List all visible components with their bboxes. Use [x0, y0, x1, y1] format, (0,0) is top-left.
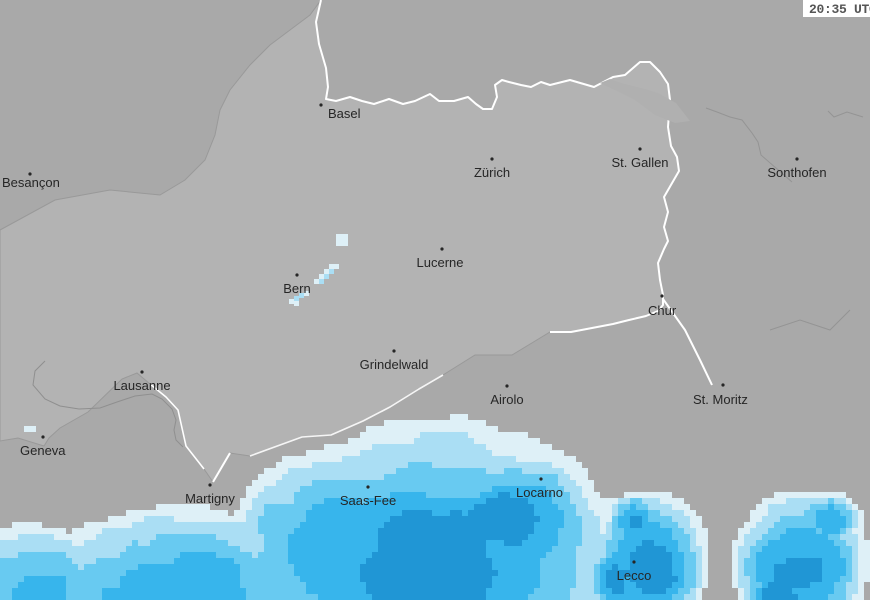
svg-text:Lucerne: Lucerne	[417, 255, 464, 270]
svg-text:Saas-Fee: Saas-Fee	[340, 493, 396, 508]
svg-text:Geneva: Geneva	[20, 443, 66, 458]
svg-text:Airolo: Airolo	[490, 392, 523, 407]
svg-text:Zürich: Zürich	[474, 165, 510, 180]
svg-text:Grindelwald: Grindelwald	[360, 357, 429, 372]
svg-text:St. Moritz: St. Moritz	[693, 392, 748, 407]
svg-text:St. Gallen: St. Gallen	[611, 155, 668, 170]
svg-text:Lecco: Lecco	[617, 568, 652, 583]
svg-text:20:35 UTC: 20:35 UTC	[809, 2, 870, 17]
svg-text:Locarno: Locarno	[516, 485, 563, 500]
svg-text:Bern: Bern	[283, 281, 310, 296]
svg-text:Chur: Chur	[648, 303, 677, 318]
svg-text:Besançon: Besançon	[2, 175, 60, 190]
svg-text:Martigny: Martigny	[185, 491, 235, 506]
svg-text:Basel: Basel	[328, 106, 361, 121]
svg-text:Sonthofen: Sonthofen	[767, 165, 826, 180]
svg-text:Lausanne: Lausanne	[113, 378, 170, 393]
